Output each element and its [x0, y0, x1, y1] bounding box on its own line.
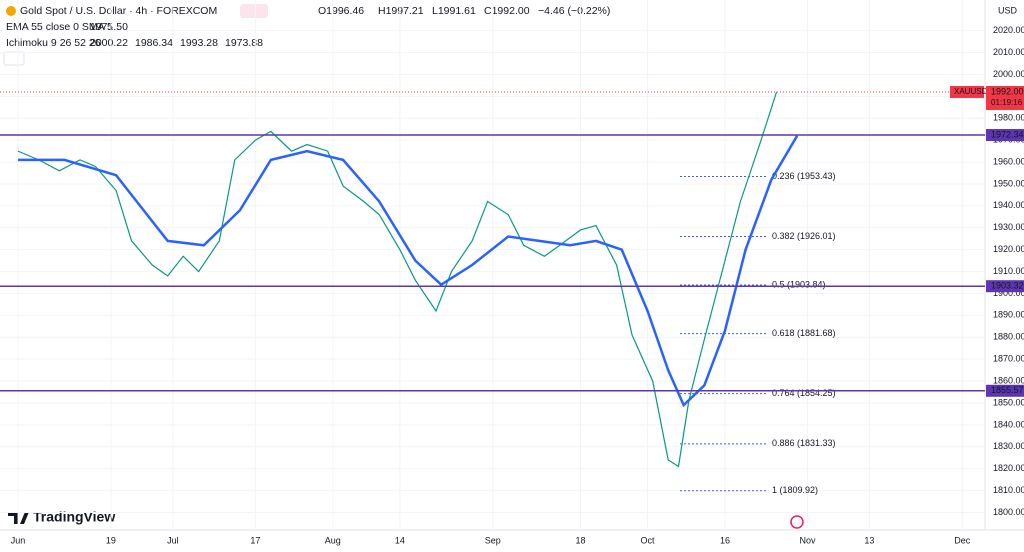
x-tick-label: Dec — [954, 535, 971, 545]
indicator-label: Ichimoku 9 26 52 26 — [6, 37, 101, 49]
indicator-reading: 1973.88 — [225, 37, 263, 49]
y-tick-label: 1800.00 — [993, 507, 1024, 517]
y-tick-label: 1910.00 — [993, 266, 1024, 276]
y-tick-label: 1960.00 — [993, 156, 1024, 166]
indicator-reading: 1993.28 — [180, 37, 218, 49]
x-tick-label: Sep — [485, 535, 501, 545]
fib-label: 1 (1809.92) — [772, 485, 818, 495]
level-label: 1903.32 — [991, 281, 1024, 291]
level-label: 1855.57 — [991, 385, 1024, 395]
y-tick-label: 1920.00 — [993, 244, 1024, 254]
y-tick-label: 1850.00 — [993, 397, 1024, 407]
header-badge[interactable] — [240, 4, 268, 18]
indicator-reading: 1971.50 — [90, 21, 128, 33]
countdown: 01:19:16 — [991, 98, 1023, 107]
indicator-reading: 1986.34 — [135, 37, 173, 49]
y-tick-label: 1930.00 — [993, 222, 1024, 232]
symbol-label: XAUUSD — [954, 87, 988, 96]
fib-label: 0.236 (1953.43) — [772, 171, 836, 181]
currency: USD — [998, 5, 1018, 15]
price-change: −4.46 (−0.22%) — [538, 5, 610, 17]
ohlc-value: L1991.61 — [432, 5, 476, 17]
price-label: 1992.00 — [991, 86, 1024, 96]
y-tick-label: 1870.00 — [993, 354, 1024, 364]
indicator-reading: 2000.22 — [90, 37, 128, 49]
fib-label: 0.886 (1831.33) — [772, 438, 836, 448]
x-tick-label: Jul — [167, 535, 179, 545]
x-tick-label: 16 — [720, 535, 730, 545]
y-tick-label: 1820.00 — [993, 463, 1024, 473]
level-tag — [986, 280, 1024, 293]
brand: TradingView — [33, 509, 115, 525]
y-tick-label: 1840.00 — [993, 419, 1024, 429]
y-tick-label: 1880.00 — [993, 332, 1024, 342]
chart-title: Gold Spot / U.S. Dollar · 4h · FOREXCOM — [20, 5, 217, 17]
symbol-icon — [6, 6, 16, 16]
x-tick-label: Oct — [641, 535, 656, 545]
y-tick-label: 1890.00 — [993, 310, 1024, 320]
brand-logo — [8, 512, 29, 524]
y-tick-label: 1940.00 — [993, 200, 1024, 210]
y-tick-label: 2010.00 — [993, 47, 1024, 57]
x-tick-label: Nov — [799, 535, 816, 545]
y-tick-label: 2000.00 — [993, 69, 1024, 79]
y-tick-label: 1860.00 — [993, 375, 1024, 385]
level-tag — [986, 384, 1024, 397]
collapse-button[interactable] — [3, 51, 25, 66]
series-line — [18, 135, 799, 408]
level-tag — [986, 129, 1024, 142]
series-line — [17, 91, 778, 468]
x-tick-label: 13 — [864, 535, 874, 545]
fib-label: 0.382 (1926.01) — [772, 231, 836, 241]
events-icon[interactable] — [790, 515, 804, 529]
x-tick-label: 14 — [395, 535, 405, 545]
indicator-label: EMA 55 close 0 SMA 5 — [6, 21, 113, 33]
y-tick-label: 1900.00 — [993, 288, 1024, 298]
x-tick-label: Jun — [11, 535, 26, 545]
x-tick-label: 19 — [106, 535, 116, 545]
y-tick-label: 1830.00 — [993, 441, 1024, 451]
y-tick-label: 1950.00 — [993, 178, 1024, 188]
fib-label: 0.764 (1854.25) — [772, 388, 836, 398]
y-tick-label: 1980.00 — [993, 113, 1024, 123]
y-tick-label: 2020.00 — [993, 25, 1024, 35]
price-tag — [986, 85, 1024, 110]
ohlc-value: C1992.00 — [484, 5, 530, 17]
level-label: 1972.34 — [991, 129, 1024, 139]
x-tick-label: 18 — [575, 535, 585, 545]
symbol-tag — [950, 85, 984, 98]
ohlc-value: H1997.21 — [378, 5, 424, 17]
y-tick-label: 1810.00 — [993, 485, 1024, 495]
x-tick-label: Aug — [325, 535, 341, 545]
fib-label: 0.618 (1881.68) — [772, 328, 836, 338]
fib-label: 0.5 (1903.84) — [772, 279, 826, 289]
x-tick-label: 17 — [250, 535, 260, 545]
ohlc-value: O1996.46 — [318, 5, 364, 17]
